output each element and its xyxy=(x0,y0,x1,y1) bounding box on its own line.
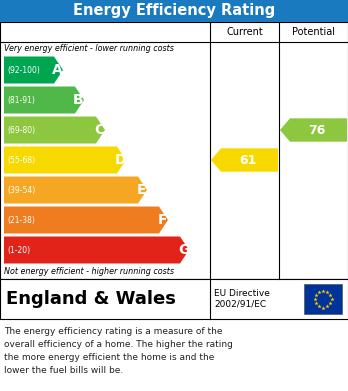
Text: Not energy efficient - higher running costs: Not energy efficient - higher running co… xyxy=(4,267,174,276)
Text: 61: 61 xyxy=(239,154,256,167)
Text: The energy efficiency rating is a measure of the
overall efficiency of a home. T: The energy efficiency rating is a measur… xyxy=(4,327,233,375)
Text: 76: 76 xyxy=(308,124,325,136)
Bar xyxy=(304,284,342,314)
Text: C: C xyxy=(94,123,105,137)
Text: F: F xyxy=(158,213,167,227)
Text: (21-38): (21-38) xyxy=(7,215,35,224)
Text: Potential: Potential xyxy=(292,27,335,37)
Text: (39-54): (39-54) xyxy=(7,185,35,194)
Polygon shape xyxy=(280,118,347,142)
Text: (92-100): (92-100) xyxy=(7,66,40,75)
Text: Current: Current xyxy=(226,27,263,37)
Text: Energy Efficiency Rating: Energy Efficiency Rating xyxy=(73,4,275,18)
Polygon shape xyxy=(4,206,168,233)
Text: (1-20): (1-20) xyxy=(7,246,30,255)
Text: G: G xyxy=(178,243,189,257)
Bar xyxy=(0,22,348,279)
Polygon shape xyxy=(211,148,278,172)
Text: Very energy efficient - lower running costs: Very energy efficient - lower running co… xyxy=(4,44,174,53)
Polygon shape xyxy=(4,57,63,84)
Polygon shape xyxy=(4,176,147,203)
Polygon shape xyxy=(4,237,189,264)
Text: E: E xyxy=(137,183,146,197)
Polygon shape xyxy=(4,147,126,174)
Text: B: B xyxy=(73,93,84,107)
Polygon shape xyxy=(4,86,84,113)
Bar xyxy=(0,0,348,22)
Text: (55-68): (55-68) xyxy=(7,156,35,165)
Text: A: A xyxy=(52,63,63,77)
Bar xyxy=(0,279,348,319)
Text: D: D xyxy=(115,153,126,167)
Text: England & Wales: England & Wales xyxy=(6,290,176,308)
Polygon shape xyxy=(4,117,105,143)
Text: (81-91): (81-91) xyxy=(7,95,35,104)
Text: EU Directive
2002/91/EC: EU Directive 2002/91/EC xyxy=(214,289,270,309)
Text: (69-80): (69-80) xyxy=(7,126,35,135)
